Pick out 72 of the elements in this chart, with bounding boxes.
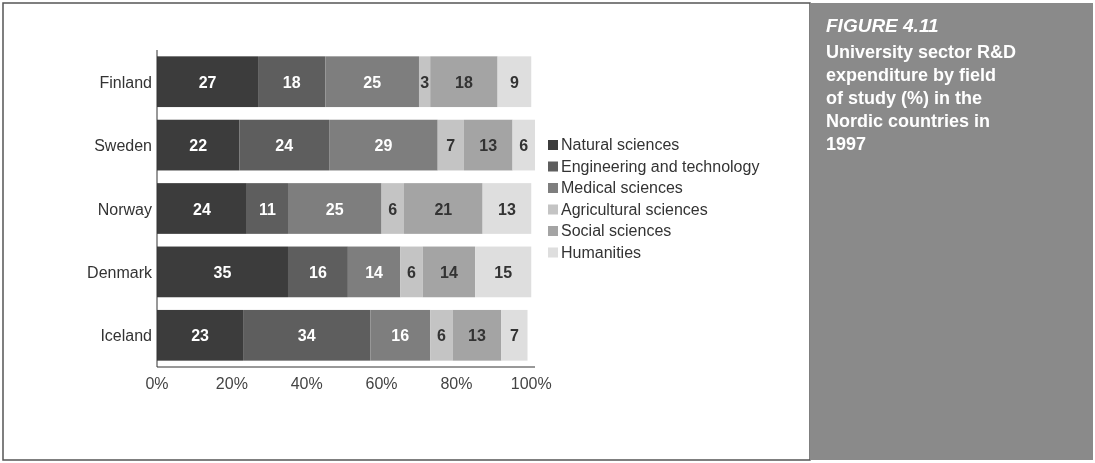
bar xyxy=(482,183,532,234)
legend-label: Natural sciences xyxy=(561,136,680,153)
y-tick-label: Norway xyxy=(97,200,152,218)
data-label: 25 xyxy=(363,73,382,91)
bar xyxy=(404,183,483,234)
data-label: 6 xyxy=(519,137,529,155)
x-tick-label: 100% xyxy=(510,375,552,392)
legend-label: Engineering and technology xyxy=(561,157,760,175)
bar xyxy=(475,246,532,298)
data-label: 35 xyxy=(213,263,232,281)
text: FIGURE 4.11 xyxy=(826,15,939,36)
data-label: 6 xyxy=(407,263,417,281)
bar xyxy=(243,309,371,361)
y-tick-label: Denmark xyxy=(87,263,153,281)
bar xyxy=(258,56,326,108)
bar xyxy=(400,246,423,298)
data-label: 16 xyxy=(309,263,327,281)
y-tick-label: Finland xyxy=(99,73,152,91)
data-label: 9 xyxy=(509,73,519,91)
bar xyxy=(452,309,502,361)
data-label: 25 xyxy=(325,200,344,218)
data-label: 13 xyxy=(468,327,486,345)
data-label: 29 xyxy=(374,137,393,155)
data-label: 27 xyxy=(198,73,217,91)
bar xyxy=(246,183,288,234)
legend-label: Social sciences xyxy=(561,222,672,239)
data-label: 13 xyxy=(498,200,516,218)
x-tick-label: 60% xyxy=(365,375,398,392)
data-label: 34 xyxy=(297,327,316,345)
bar xyxy=(422,246,476,298)
data-label: 15 xyxy=(494,263,513,281)
data-label: 6 xyxy=(436,327,446,345)
data-label: 21 xyxy=(434,200,453,218)
y-tick-label: Iceland xyxy=(100,327,152,345)
data-label: 18 xyxy=(454,73,473,91)
y-tick-label: Sweden xyxy=(94,137,152,155)
x-tick-label: 20% xyxy=(215,375,248,392)
bar xyxy=(287,246,348,298)
bar xyxy=(329,119,438,171)
data-label: 6 xyxy=(388,200,398,218)
data-label: 22 xyxy=(189,137,208,155)
bar xyxy=(497,56,532,108)
data-label: 24 xyxy=(275,137,294,155)
data-label: 7 xyxy=(509,327,519,345)
data-label: 3 xyxy=(420,73,430,91)
bar xyxy=(463,119,513,171)
x-tick-label: 40% xyxy=(290,375,323,392)
legend-label: Medical sciences xyxy=(561,179,683,196)
data-label: 11 xyxy=(258,200,276,218)
legend-label: Humanities xyxy=(561,243,642,261)
bar xyxy=(325,56,419,108)
data-label: 23 xyxy=(191,327,210,345)
bar xyxy=(430,56,498,108)
legend-label: Agricultural sciences xyxy=(561,200,708,218)
x-tick-label: 80% xyxy=(440,375,473,392)
text: University sector R&D expenditure by field of study (%) in the Nordic countries in 1997 xyxy=(826,42,1017,154)
data-label: 14 xyxy=(440,263,458,281)
bar xyxy=(437,119,464,171)
bar xyxy=(501,309,528,361)
bar xyxy=(381,183,405,234)
data-label: 24 xyxy=(193,200,211,218)
bar xyxy=(430,309,453,361)
data-label: 16 xyxy=(391,327,410,345)
x-tick-label: 0% xyxy=(145,375,169,392)
bar xyxy=(287,183,382,234)
bar xyxy=(370,309,431,361)
data-label: 13 xyxy=(479,137,498,155)
data-label: 7 xyxy=(446,137,456,155)
data-label: 18 xyxy=(282,73,301,91)
bar xyxy=(239,119,330,171)
data-label: 14 xyxy=(365,263,384,281)
bar xyxy=(347,246,401,298)
